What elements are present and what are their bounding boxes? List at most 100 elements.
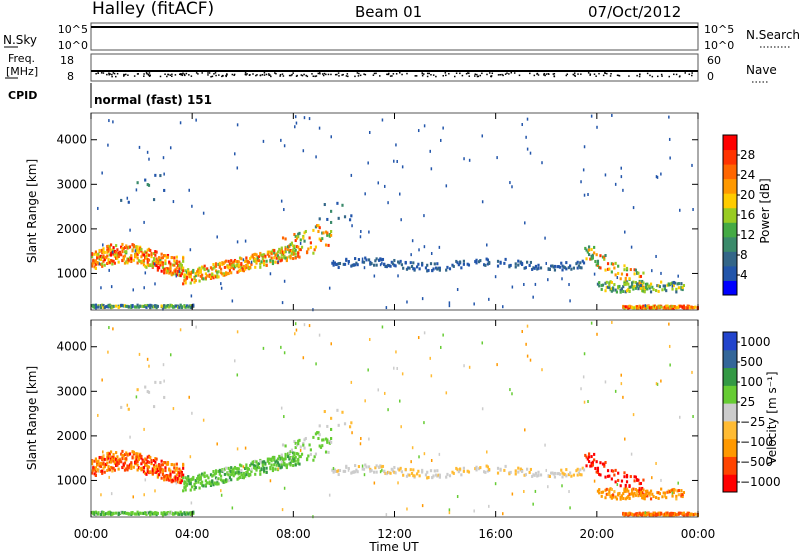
velocity-cell — [147, 471, 151, 475]
nave-point — [112, 72, 115, 74]
power-cell — [486, 262, 490, 266]
power-cell — [651, 269, 653, 273]
nave-point — [359, 74, 362, 77]
power-cell — [423, 214, 425, 218]
velocity-cell — [178, 471, 181, 475]
velocity-cell — [173, 463, 176, 467]
nave-point — [688, 73, 691, 76]
colorbar-segment — [723, 178, 737, 194]
velocity-cell — [147, 511, 151, 515]
velocity-cell — [245, 470, 248, 474]
power-cell — [624, 276, 627, 280]
velocity-cell — [429, 469, 433, 473]
power-cell — [677, 282, 680, 286]
power-cell — [110, 285, 113, 289]
velocity-cell — [375, 464, 378, 468]
velocity-cell — [273, 458, 276, 462]
velocity-cell — [156, 467, 159, 471]
power-cell — [141, 304, 144, 308]
power-cell — [379, 263, 382, 267]
power-cell — [106, 262, 109, 266]
power-cell — [290, 252, 294, 256]
nave-point — [300, 74, 303, 76]
velocity-cell — [230, 466, 233, 470]
power-cell — [293, 250, 296, 254]
velocity-cell — [520, 469, 524, 473]
power-cell — [136, 256, 139, 260]
velocity-cell — [214, 469, 218, 473]
nave-point — [606, 72, 608, 75]
velocity-cell — [247, 467, 251, 471]
velocity-cell — [149, 456, 152, 460]
colorbar-segment — [723, 265, 737, 281]
nave-point — [207, 72, 209, 74]
power-cell — [209, 276, 213, 280]
power-cell — [183, 275, 186, 279]
velocity-cell — [407, 473, 410, 477]
velocity-cell — [651, 476, 653, 480]
nave-tick-bottom: 0 — [707, 70, 714, 83]
velocity-cell — [677, 489, 680, 493]
velocity-cell — [350, 380, 353, 384]
power-cell — [147, 304, 151, 308]
velocity-cell — [246, 466, 249, 470]
velocity-cell — [624, 497, 627, 501]
velocity-cell — [106, 455, 109, 459]
power-cell — [641, 306, 644, 310]
colorbar-tick-label: 500 — [740, 355, 763, 369]
velocity-cell — [110, 492, 113, 496]
power-cell — [604, 281, 607, 285]
velocity-cell — [312, 435, 315, 439]
velocity-cell — [183, 486, 186, 490]
power-cell — [529, 260, 533, 264]
power-cell — [154, 260, 157, 264]
power-cell — [154, 304, 157, 308]
power-cell — [118, 304, 122, 308]
velocity-cell — [238, 463, 242, 467]
velocity-cell — [385, 513, 388, 517]
velocity-cell — [206, 481, 209, 485]
velocity-cell — [610, 477, 613, 481]
power-cell — [628, 289, 631, 293]
velocity-cell — [281, 443, 285, 447]
velocity-cell — [613, 490, 616, 494]
power-cell — [201, 273, 204, 277]
power-cell — [610, 289, 613, 293]
nave-scatter — [95, 72, 693, 78]
power-cell — [383, 184, 386, 188]
nave-point — [301, 74, 304, 77]
colorbar-segment — [723, 193, 737, 209]
velocity-cell — [432, 474, 435, 478]
nave-point — [476, 75, 479, 78]
power-cell — [370, 262, 373, 266]
power-cell — [204, 276, 208, 280]
power-cell — [254, 265, 257, 269]
velocity-cell — [275, 463, 278, 467]
power-cell — [486, 243, 488, 247]
power-cell — [624, 279, 627, 283]
power-cell — [235, 264, 238, 268]
velocity-cell — [160, 467, 163, 471]
velocity-cell — [116, 455, 119, 459]
power-cell — [438, 268, 441, 272]
velocity-cell — [195, 325, 197, 329]
power-cell — [665, 289, 668, 293]
velocity-cell — [297, 452, 300, 456]
power-cell — [190, 294, 193, 298]
power-cell — [335, 263, 338, 267]
colorbar-tick-label: 16 — [740, 208, 755, 222]
power-cell — [240, 266, 243, 270]
power-cell — [451, 263, 454, 267]
power-cell — [168, 271, 171, 275]
velocity-cell — [111, 457, 114, 461]
velocity-cell — [155, 471, 158, 475]
nave-point — [290, 74, 292, 77]
power-cell — [314, 245, 318, 249]
velocity-cell — [373, 481, 376, 485]
velocity-cell — [284, 444, 287, 448]
power-cell — [150, 304, 153, 308]
power-cell — [677, 304, 680, 308]
velocity-cell — [251, 460, 254, 464]
velocity-cell — [620, 373, 622, 377]
